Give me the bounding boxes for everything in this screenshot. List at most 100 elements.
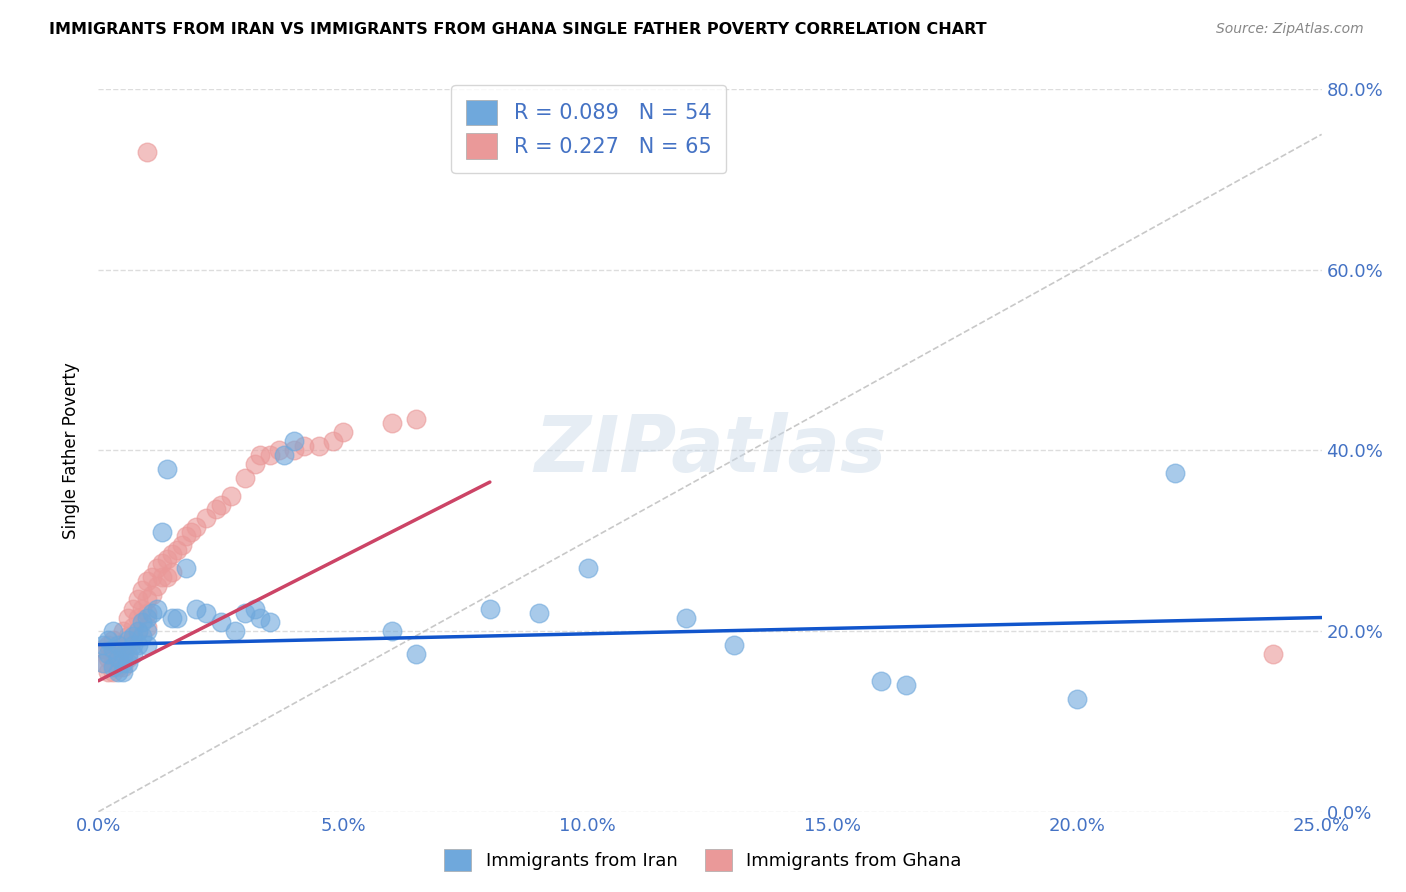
Point xyxy=(141,588,163,602)
Point xyxy=(186,520,208,534)
Point xyxy=(894,678,917,692)
Point xyxy=(107,651,129,665)
Point xyxy=(160,566,183,580)
Point xyxy=(101,656,124,670)
Point xyxy=(160,547,183,561)
Point xyxy=(146,579,169,593)
Legend: Immigrants from Iran, Immigrants from Ghana: Immigrants from Iran, Immigrants from Gh… xyxy=(437,842,969,879)
Point xyxy=(166,610,188,624)
Point xyxy=(121,601,143,615)
Point xyxy=(209,498,232,512)
Point xyxy=(101,642,124,657)
Point xyxy=(243,601,266,615)
Point xyxy=(405,647,427,661)
Point xyxy=(160,610,183,624)
Point xyxy=(146,561,169,575)
Point xyxy=(405,412,427,426)
Point xyxy=(117,651,139,665)
Point xyxy=(576,561,599,575)
Point xyxy=(150,570,173,584)
Point xyxy=(107,638,129,652)
Point xyxy=(127,638,149,652)
Point xyxy=(136,610,159,624)
Point xyxy=(97,633,120,648)
Point xyxy=(101,624,124,639)
Text: ZIPatlas: ZIPatlas xyxy=(534,412,886,489)
Point xyxy=(91,656,114,670)
Point xyxy=(101,665,124,679)
Point xyxy=(107,660,129,674)
Point xyxy=(127,610,149,624)
Point xyxy=(273,448,295,462)
Point xyxy=(243,457,266,471)
Point xyxy=(136,592,159,607)
Text: Source: ZipAtlas.com: Source: ZipAtlas.com xyxy=(1216,22,1364,37)
Point xyxy=(97,638,120,652)
Point xyxy=(180,524,202,539)
Point xyxy=(150,557,173,571)
Point xyxy=(478,601,501,615)
Point xyxy=(127,624,149,639)
Point xyxy=(117,656,139,670)
Point xyxy=(91,638,114,652)
Point xyxy=(131,601,153,615)
Point xyxy=(111,638,134,652)
Point xyxy=(156,551,179,566)
Point xyxy=(209,615,232,629)
Point xyxy=(308,439,330,453)
Point xyxy=(136,574,159,589)
Point xyxy=(111,651,134,665)
Point xyxy=(101,647,124,661)
Point xyxy=(176,529,198,543)
Point xyxy=(97,647,120,661)
Y-axis label: Single Father Poverty: Single Father Poverty xyxy=(62,362,80,539)
Point xyxy=(101,660,124,674)
Point xyxy=(127,624,149,639)
Point xyxy=(170,538,193,552)
Point xyxy=(121,633,143,648)
Point xyxy=(127,592,149,607)
Point xyxy=(166,542,188,557)
Point xyxy=(107,665,129,679)
Point xyxy=(381,417,404,431)
Point xyxy=(136,606,159,620)
Point xyxy=(101,633,124,648)
Point xyxy=(186,601,208,615)
Point xyxy=(136,638,159,652)
Point xyxy=(259,615,281,629)
Point xyxy=(527,606,550,620)
Text: IMMIGRANTS FROM IRAN VS IMMIGRANTS FROM GHANA SINGLE FATHER POVERTY CORRELATION : IMMIGRANTS FROM IRAN VS IMMIGRANTS FROM … xyxy=(49,22,987,37)
Point xyxy=(332,425,354,440)
Point xyxy=(141,570,163,584)
Point xyxy=(117,647,139,661)
Point xyxy=(269,443,291,458)
Legend: R = 0.089   N = 54, R = 0.227   N = 65: R = 0.089 N = 54, R = 0.227 N = 65 xyxy=(451,85,725,174)
Point xyxy=(233,470,256,484)
Point xyxy=(97,651,120,665)
Point xyxy=(121,619,143,633)
Point xyxy=(1066,691,1088,706)
Point xyxy=(283,434,305,449)
Point xyxy=(111,660,134,674)
Point xyxy=(259,448,281,462)
Point xyxy=(111,647,134,661)
Point xyxy=(292,439,315,453)
Point xyxy=(249,610,271,624)
Point xyxy=(107,651,129,665)
Point xyxy=(121,629,143,643)
Point xyxy=(870,673,893,688)
Point xyxy=(121,647,143,661)
Point xyxy=(156,570,179,584)
Point xyxy=(91,642,114,657)
Point xyxy=(224,624,246,639)
Point xyxy=(146,601,169,615)
Point xyxy=(136,624,159,639)
Point xyxy=(97,665,120,679)
Point xyxy=(121,638,143,652)
Point xyxy=(322,434,344,449)
Point xyxy=(1261,647,1284,661)
Point xyxy=(1164,466,1187,480)
Point xyxy=(675,610,697,624)
Point xyxy=(107,642,129,657)
Point xyxy=(117,633,139,648)
